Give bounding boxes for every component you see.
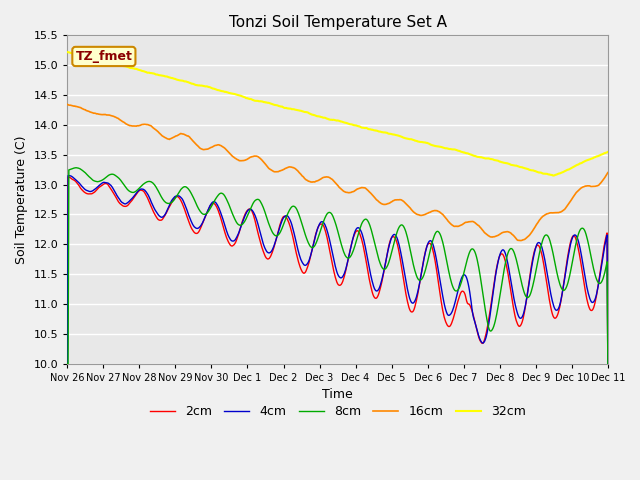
8cm [330, 216, 338, 221]
Legend: 2cm, 4cm, 8cm, 16cm, 32cm: 2cm, 4cm, 8cm, 16cm, 32cm [145, 400, 531, 423]
32cm [182, 79, 190, 84]
16cm [604, 170, 612, 176]
32cm [329, 117, 337, 123]
16cm [435, 209, 443, 215]
Line: 16cm: 16cm [67, 105, 608, 240]
16cm [205, 145, 213, 151]
Text: TZ_fmet: TZ_fmet [76, 50, 132, 63]
2cm [206, 204, 214, 209]
2cm [64, 174, 72, 180]
2cm [555, 307, 563, 313]
8cm [555, 278, 563, 284]
16cm [182, 132, 190, 138]
8cm [436, 230, 444, 236]
32cm [382, 130, 390, 135]
4cm [65, 173, 73, 179]
2cm [604, 361, 612, 367]
Line: 4cm: 4cm [67, 176, 608, 364]
32cm [205, 84, 213, 90]
Title: Tonzi Soil Temperature Set A: Tonzi Soil Temperature Set A [228, 15, 447, 30]
Line: 32cm: 32cm [67, 52, 608, 176]
8cm [63, 361, 71, 367]
4cm [555, 304, 563, 310]
2cm [330, 268, 338, 274]
32cm [435, 144, 443, 149]
4cm [206, 203, 214, 208]
Line: 2cm: 2cm [67, 177, 608, 364]
32cm [549, 173, 557, 179]
32cm [555, 170, 563, 176]
4cm [436, 276, 444, 281]
X-axis label: Time: Time [322, 388, 353, 401]
4cm [604, 361, 612, 367]
2cm [436, 288, 444, 294]
16cm [516, 238, 524, 243]
Y-axis label: Soil Temperature (C): Soil Temperature (C) [15, 135, 28, 264]
16cm [329, 178, 337, 183]
4cm [63, 361, 71, 367]
2cm [183, 213, 191, 218]
32cm [604, 149, 612, 155]
2cm [383, 255, 390, 261]
32cm [63, 49, 71, 55]
16cm [555, 210, 563, 216]
Line: 8cm: 8cm [67, 168, 608, 364]
8cm [604, 361, 612, 367]
4cm [330, 257, 338, 263]
4cm [183, 206, 191, 212]
16cm [63, 102, 71, 108]
16cm [382, 202, 390, 207]
4cm [383, 255, 390, 261]
8cm [72, 165, 80, 170]
2cm [63, 361, 71, 367]
8cm [383, 265, 390, 271]
8cm [183, 184, 191, 190]
8cm [206, 206, 214, 212]
